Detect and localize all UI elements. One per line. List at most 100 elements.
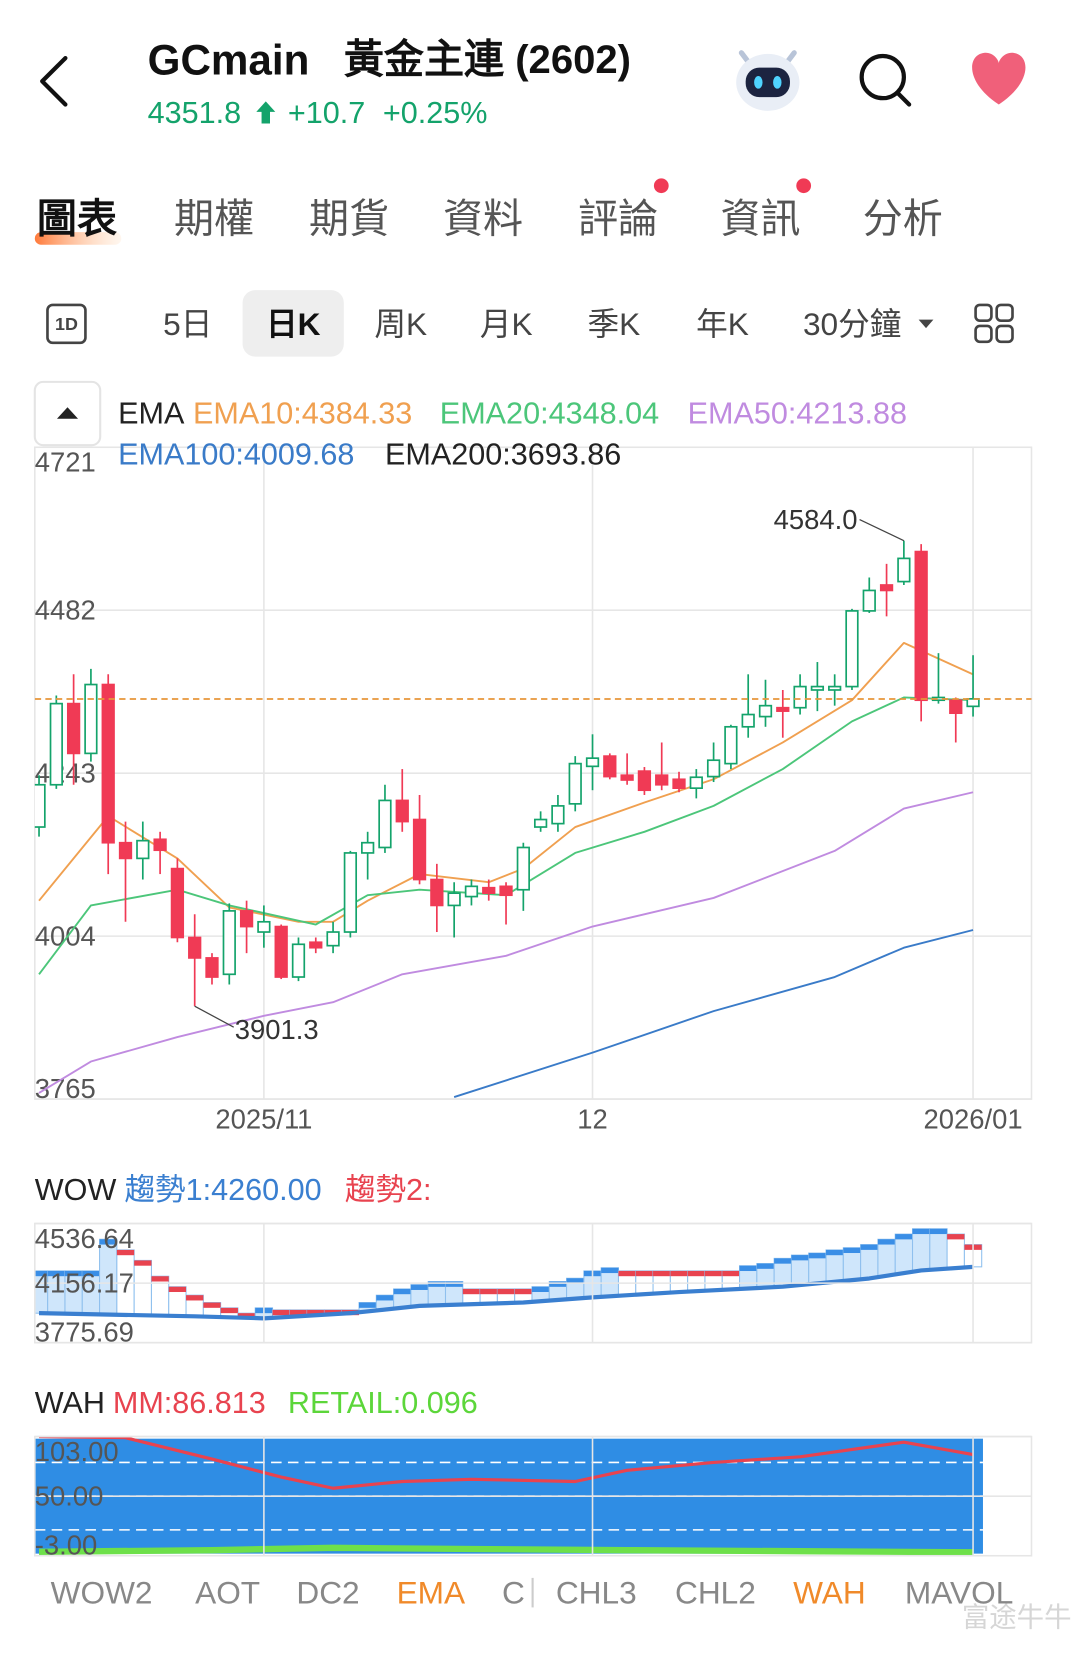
indicator-tab[interactable]: C <box>502 1575 525 1611</box>
y-tick-label: 4004 <box>35 921 96 952</box>
trend-box-cap <box>64 1270 83 1277</box>
indicator-tab[interactable]: DC2 <box>296 1575 359 1611</box>
candle-body <box>810 685 825 691</box>
trend-box-cap <box>186 1295 204 1301</box>
indicator-tab[interactable]: WOW2 <box>51 1575 153 1611</box>
trend-box-cap <box>912 1228 930 1235</box>
candle-body <box>845 610 859 688</box>
candle-body <box>222 910 236 976</box>
candle-body <box>343 852 358 933</box>
indicator-tab[interactable]: WAH <box>793 1575 866 1611</box>
candle-body <box>914 550 928 702</box>
period[interactable]: 5日 <box>163 306 212 342</box>
candle-body <box>828 685 842 691</box>
y-tick-label: 50.00 <box>35 1481 104 1512</box>
candle-body <box>758 704 773 718</box>
trend-box-cap <box>826 1249 844 1256</box>
trend-box-cap <box>860 1244 878 1250</box>
candle-body <box>84 683 98 755</box>
candle-body <box>239 910 254 928</box>
layout-cell <box>995 303 1014 323</box>
collapse-icon <box>56 407 79 419</box>
tab[interactable]: 期貨 <box>309 197 389 241</box>
indicator-tab[interactable]: EMA <box>397 1575 466 1611</box>
y-tick-label: -3.00 <box>35 1530 97 1561</box>
back-button[interactable] <box>40 55 68 107</box>
favorite-button[interactable] <box>972 52 1026 105</box>
y-tick-label: 4243 <box>35 758 96 789</box>
candle-body <box>34 783 46 828</box>
plot <box>34 540 1032 1098</box>
trend-box-cap <box>808 1253 827 1259</box>
tab[interactable]: 資料 <box>443 197 523 241</box>
trend-box <box>911 1228 931 1271</box>
annotation-label: 4584.0 <box>774 504 858 535</box>
assistant-icon[interactable] <box>736 50 800 111</box>
period[interactable]: 年K <box>696 306 749 342</box>
trend-box-cap <box>99 1239 117 1245</box>
trend-box-cap <box>359 1302 377 1308</box>
layout-button[interactable] <box>974 303 1014 344</box>
candle-body <box>430 878 444 907</box>
candle-body <box>257 920 271 933</box>
annotation-leader <box>859 519 905 542</box>
candle-body <box>689 776 703 790</box>
trend-box-cap <box>704 1270 723 1277</box>
trend-box-cap <box>376 1295 394 1301</box>
tab[interactable]: 評論 <box>578 197 658 241</box>
candle-body <box>551 805 565 825</box>
indicator-line <box>39 1436 974 1490</box>
period[interactable]: 30分鐘 <box>803 306 901 342</box>
period[interactable]: 周K <box>374 306 427 342</box>
indicator-line <box>38 1264 974 1321</box>
candle-body <box>118 841 133 860</box>
candle-body <box>533 818 548 828</box>
candle-body <box>464 885 479 898</box>
period[interactable]: 月K <box>480 306 533 342</box>
period[interactable]: 1D <box>55 314 78 334</box>
layout-cell <box>995 324 1014 344</box>
indicator-line <box>453 929 974 1098</box>
trend-box-cap <box>480 1288 498 1295</box>
indicator-tab[interactable]: CHL2 <box>675 1575 756 1611</box>
period[interactable]: 日K <box>266 306 321 342</box>
trend-box-cap <box>82 1270 100 1277</box>
candle-body <box>378 799 392 849</box>
trend-box-cap <box>116 1249 135 1256</box>
trend-box <box>929 1228 948 1270</box>
trend-box-cap <box>34 1270 48 1277</box>
tab[interactable]: 圖表 <box>37 197 117 241</box>
candle-body <box>326 931 340 947</box>
trend-box-cap <box>428 1281 446 1287</box>
trend-box-cap <box>134 1260 152 1266</box>
candle-body <box>585 757 600 768</box>
indicator-tab[interactable]: MAVOL <box>905 1575 1013 1611</box>
trend-box-cap <box>289 1309 308 1316</box>
trend-box-cap <box>151 1276 169 1282</box>
candle-body <box>188 936 202 959</box>
trend-box-cap <box>497 1288 515 1295</box>
up-arrow <box>256 101 276 124</box>
change-pct: +0.25% <box>383 96 488 130</box>
indicator-tab[interactable]: CHL3 <box>556 1575 637 1611</box>
trend-box-cap <box>531 1286 550 1293</box>
candle-body <box>672 778 686 790</box>
tab[interactable]: 期權 <box>174 197 254 241</box>
candle-body <box>897 557 911 583</box>
y-tick-label: 4482 <box>35 595 96 626</box>
trend-box-cap <box>549 1281 567 1287</box>
indicator-line <box>38 791 974 1094</box>
tab[interactable]: 資訊 <box>720 197 800 241</box>
trend-box-cap <box>895 1234 913 1240</box>
tab[interactable]: 分析 <box>863 197 943 241</box>
search-button[interactable] <box>859 53 912 107</box>
candle-body <box>136 839 150 860</box>
period[interactable]: 季K <box>587 306 640 342</box>
indicator-tab[interactable]: AOT <box>195 1575 260 1611</box>
trend-box-cap <box>566 1278 584 1284</box>
candle-body <box>274 925 288 978</box>
trend-box-cap <box>739 1265 757 1272</box>
trend-box-cap <box>774 1258 792 1264</box>
panel-title: WOW <box>35 1173 117 1207</box>
